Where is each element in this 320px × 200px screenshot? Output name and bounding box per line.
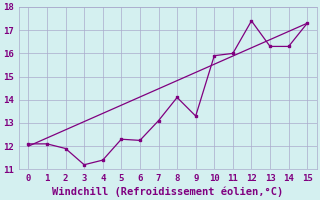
X-axis label: Windchill (Refroidissement éolien,°C): Windchill (Refroidissement éolien,°C) xyxy=(52,186,284,197)
